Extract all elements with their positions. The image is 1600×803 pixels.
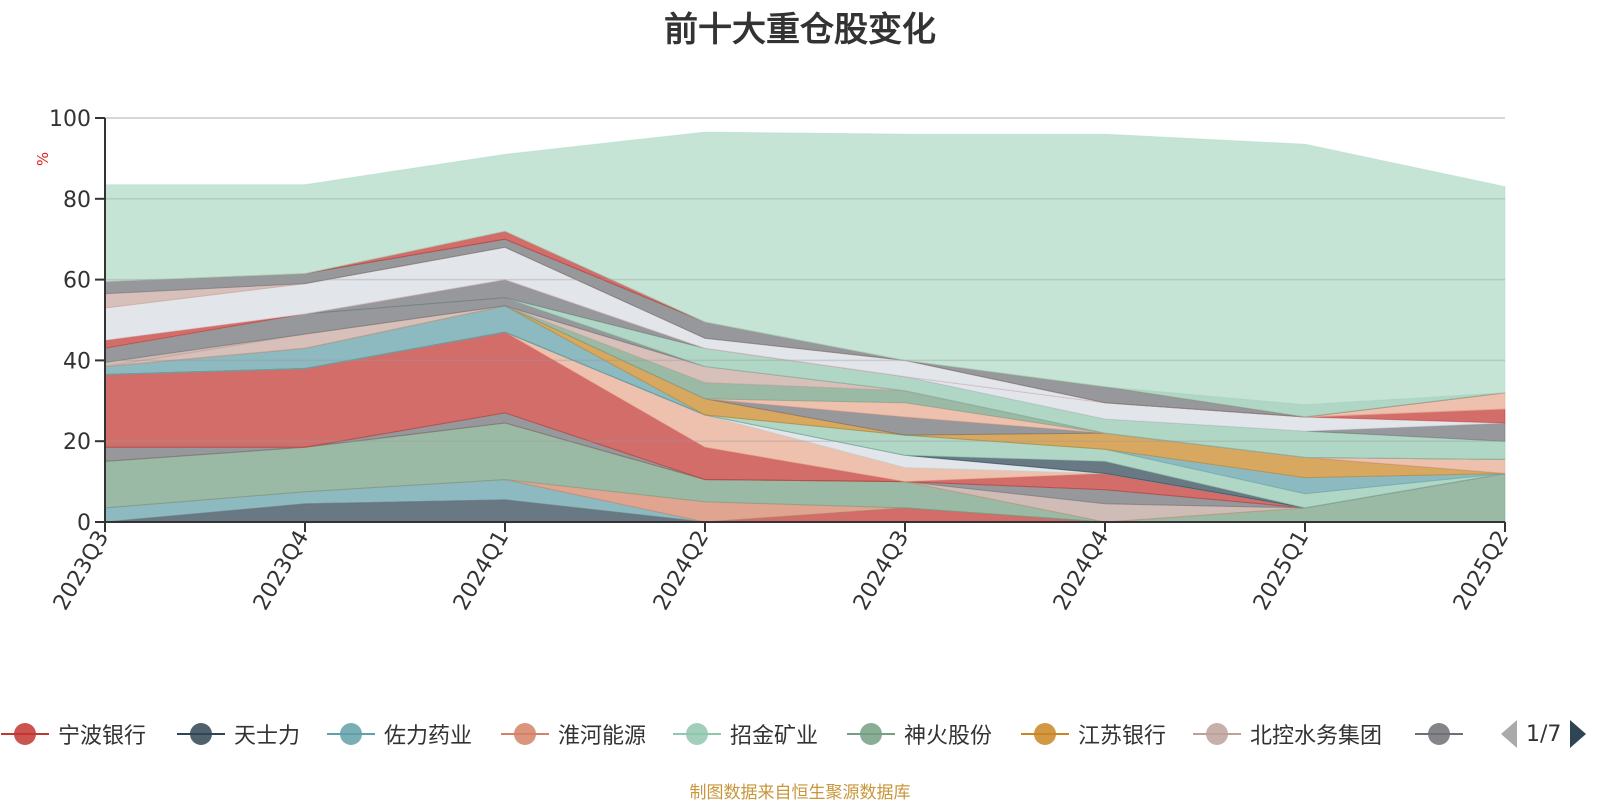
area-layer-34 [104, 131, 1506, 406]
legend-item[interactable]: 江苏银行 [1020, 716, 1166, 752]
x-tick-label: 2024Q3 [849, 527, 914, 615]
legend-item[interactable]: 招金矿业 [672, 716, 818, 752]
chart-plot: 0 20 40 60 80 100 2023Q3 2023Q4 2024Q1 2024Q2 2024… [49, 107, 1514, 615]
y-tick-label: 40 [63, 349, 91, 374]
legend-marker-icon [1021, 723, 1069, 745]
legend-item[interactable]: 天士力 [176, 716, 300, 752]
legend-item[interactable]: 神火股份 [846, 716, 992, 752]
legend-item[interactable] [1414, 716, 1464, 752]
legend-marker-icon [1, 723, 49, 745]
legend-pager: 1/7 [1500, 716, 1587, 752]
legend-marker-icon [673, 723, 721, 745]
x-tick-label: 2024Q4 [1049, 527, 1114, 615]
chart-title: 前十大重仓股变化 [664, 10, 936, 50]
legend-label: 北控水务集团 [1250, 724, 1383, 749]
triangle-right-icon[interactable] [1569, 719, 1587, 749]
legend-item[interactable]: 北控水务集团 [1192, 716, 1382, 752]
data-source-note: 制图数据来自恒生聚源数据库 [689, 783, 911, 803]
x-tick-label: 2023Q3 [49, 527, 114, 615]
legend-item[interactable]: 宁波银行 [0, 716, 146, 752]
legend-marker-icon [177, 723, 225, 745]
legend-item[interactable]: 淮河能源 [500, 716, 646, 752]
legend-label: 佐力药业 [384, 724, 473, 749]
y-tick-label: 60 [63, 269, 91, 294]
legend-marker-icon [1415, 723, 1463, 745]
legend-label: 宁波银行 [58, 724, 147, 749]
x-tick-label: 2023Q4 [249, 527, 314, 615]
legend-item[interactable]: 佐力药业 [326, 716, 472, 752]
legend-label: 神火股份 [904, 724, 993, 749]
legend-label: 天士力 [234, 724, 301, 749]
y-tick-label: 100 [49, 107, 91, 132]
legend-marker-icon [501, 723, 549, 745]
y-tick-label: 0 [77, 511, 91, 536]
x-tick-label: 2025Q1 [1249, 527, 1314, 615]
x-tick-label: 2024Q2 [649, 527, 714, 615]
legend-label: 招金矿业 [730, 724, 819, 749]
y-tick-label: 20 [63, 430, 91, 455]
x-tick-label: 2025Q2 [1449, 527, 1514, 615]
legend-marker-icon [1193, 723, 1241, 745]
x-tick-label: 2024Q1 [449, 527, 514, 615]
chart-legend: 宁波银行 天士力 佐力药业 淮河能源 招金矿业 神火股份 江苏银行 北控水务集团 [0, 716, 1600, 752]
triangle-left-icon[interactable] [1500, 719, 1518, 749]
legend-label: 淮河能源 [558, 724, 647, 749]
y-tick-label: 80 [63, 188, 91, 213]
legend-label: 江苏银行 [1078, 724, 1167, 749]
legend-marker-icon [847, 723, 895, 745]
legend-marker-icon [327, 723, 375, 745]
legend-page-indicator: 1/7 [1526, 721, 1562, 747]
